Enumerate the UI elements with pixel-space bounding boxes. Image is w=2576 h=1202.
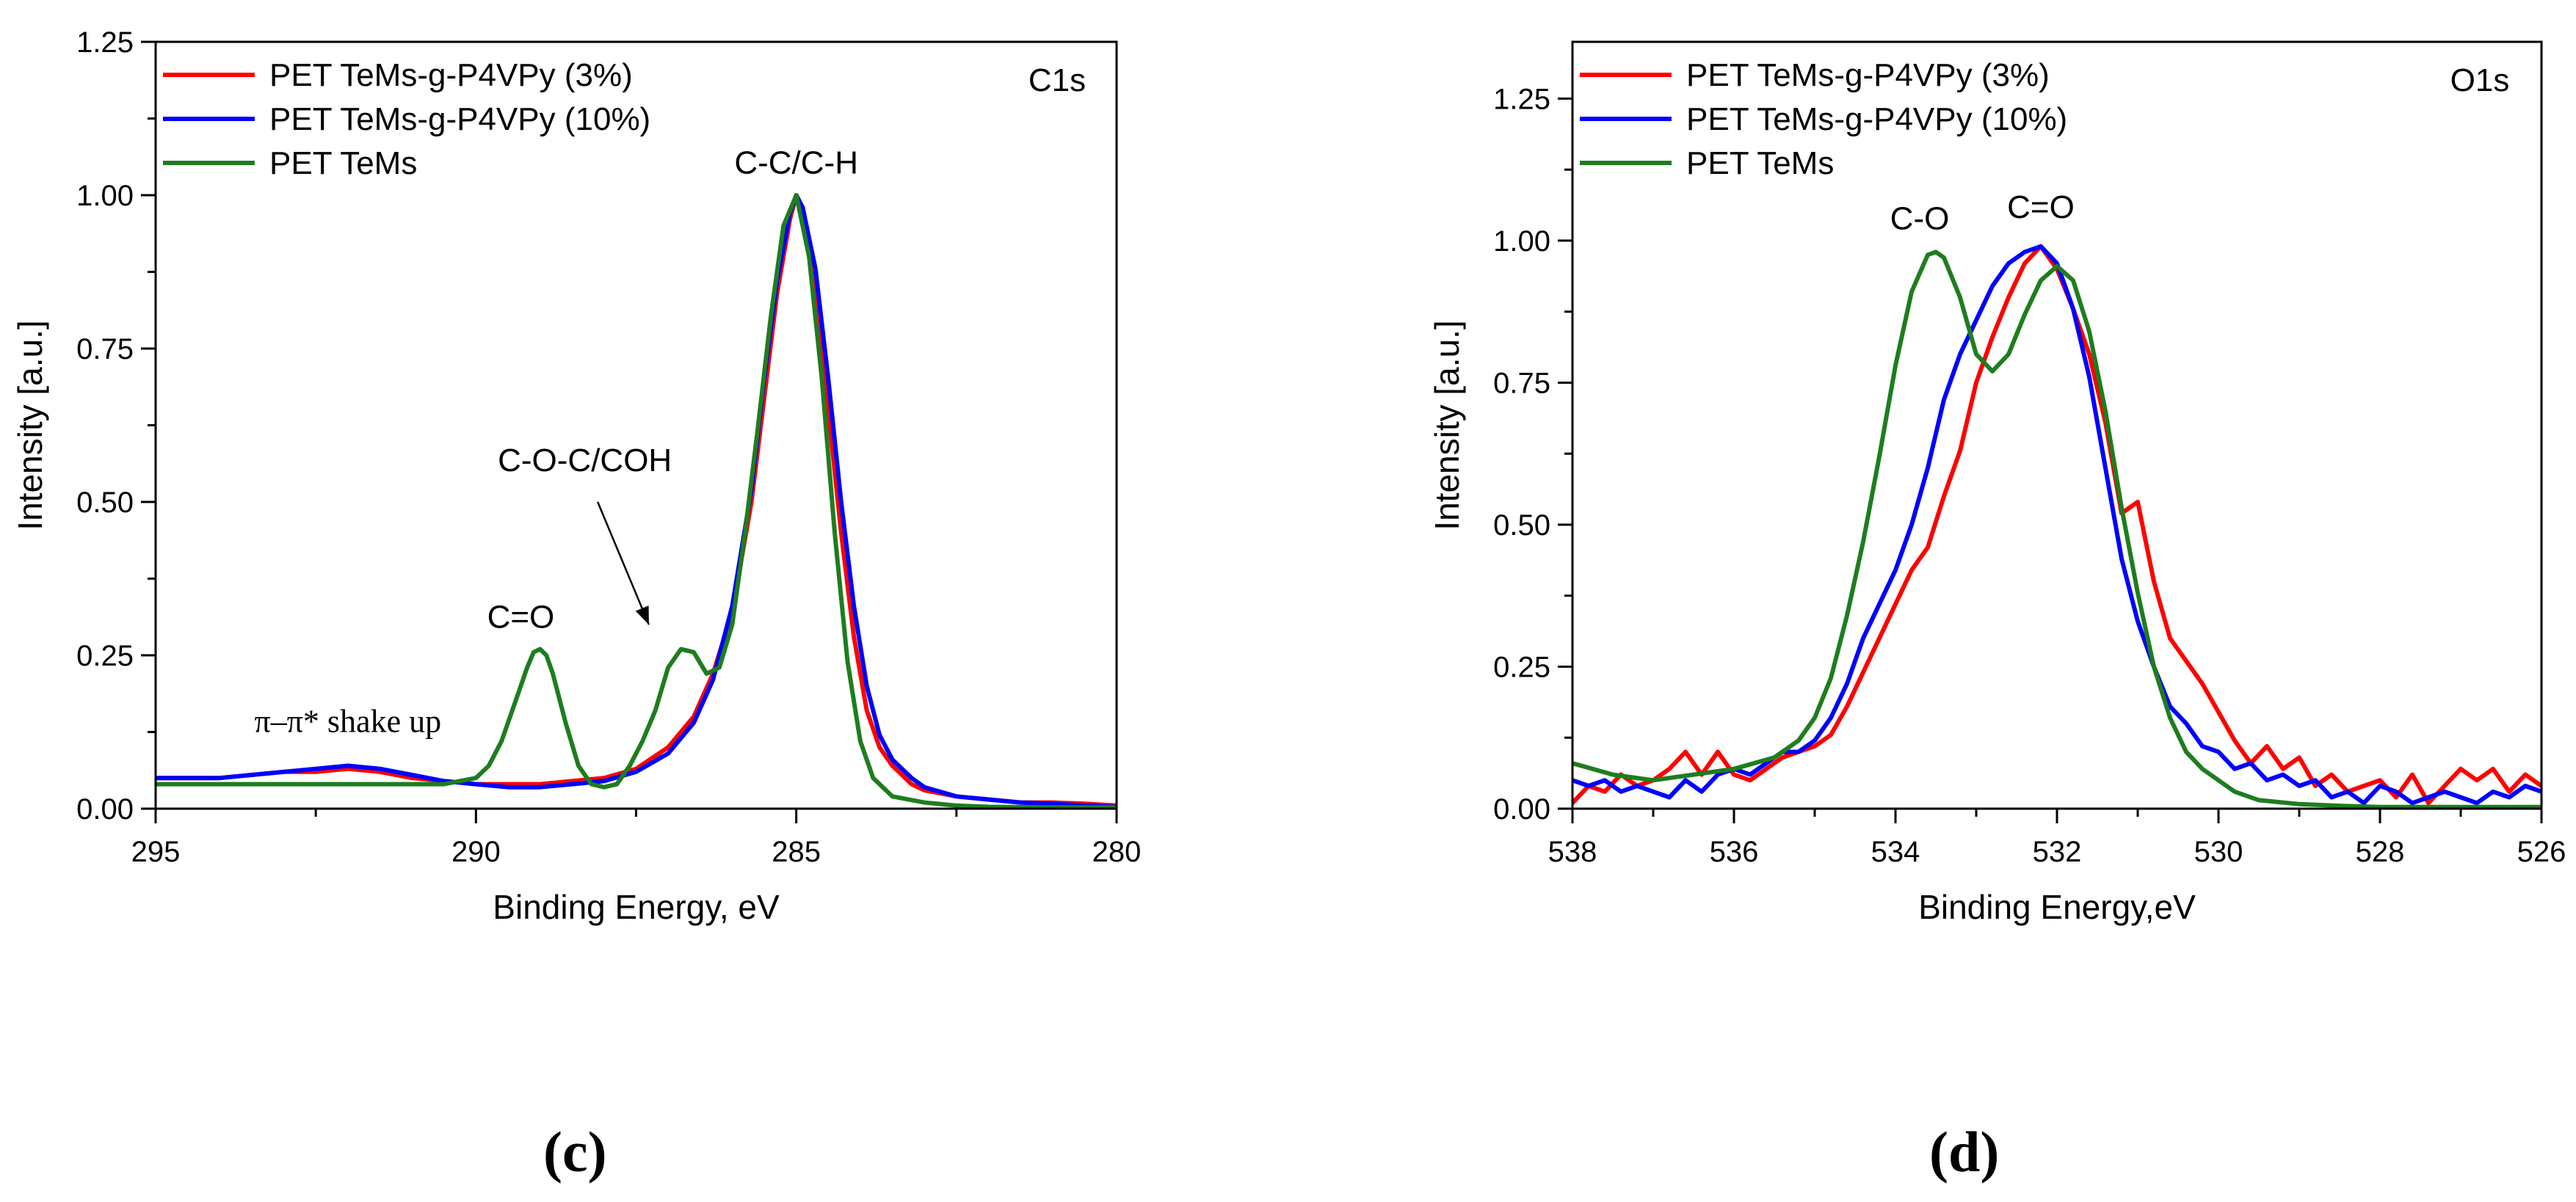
legend-label-3: PET TeMs (269, 145, 417, 181)
x-tick-label: 532 (2033, 836, 2082, 868)
x-tick-label: 530 (2194, 836, 2243, 868)
x-axis-label: Binding Energy,eV (1918, 888, 2196, 926)
peak-annotation-2: C=O (2007, 189, 2075, 225)
legend: PET TeMs-g-P4VPy (3%) PET TeMs-g-P4VPy (1… (163, 57, 650, 181)
y-axis-label: Intensity [a.u.] (11, 320, 49, 530)
series-group (1572, 244, 2541, 809)
y-tick-label: 0.00 (76, 793, 134, 826)
legend-label-2: PET TeMs-g-P4VPy (10%) (1686, 101, 2067, 137)
y-tick-label: 1.00 (76, 180, 134, 212)
y-tick-label: 0.50 (76, 487, 134, 519)
y-tick-label: 0.75 (76, 333, 134, 365)
x-tick-label: 290 (451, 836, 501, 868)
x-tick-label: 285 (772, 836, 821, 868)
legend-label-3: PET TeMs (1686, 145, 1834, 181)
legend: PET TeMs-g-P4VPy (3%) PET TeMs-g-P4VPy (1… (1580, 57, 2067, 181)
x-tick-label: 534 (1871, 836, 1920, 868)
series-line-2 (1572, 244, 2541, 806)
x-tick-label: 295 (131, 836, 181, 868)
peak-annotation-1: C-O (1890, 200, 1950, 236)
series-line-3 (1572, 249, 2541, 809)
series-line-3 (156, 193, 1117, 809)
y-tick-label: 0.00 (1493, 793, 1550, 826)
peak-annotation-1: C-C/C-H (734, 145, 858, 181)
y-tick-label: 1.00 (1493, 225, 1550, 258)
spectrum-title: O1s (2450, 62, 2510, 98)
y-tick-label: 0.25 (76, 640, 134, 672)
y-tick-label: 1.25 (76, 26, 134, 59)
peak-annotation-3: C=O (487, 599, 555, 635)
chart-o1s: 538 536 534 532 530 528 526 0.00 0.25 0.50 0.75 1.0… (1428, 40, 2566, 926)
chart-c1s: 295 290 285 280 0.00 0.25 0.50 0.75 1.00 1.25 Bind… (11, 26, 1141, 926)
y-tick-label: 0.75 (1493, 367, 1550, 399)
y-tick-label: 0.25 (1493, 651, 1550, 683)
x-axis-label: Binding Energy, eV (493, 888, 780, 926)
legend-label-1: PET TeMs-g-P4VPy (3%) (1686, 57, 2050, 93)
annotation-arrow-line (596, 501, 650, 625)
annotation-arrow-head (635, 605, 649, 625)
legend-label-1: PET TeMs-g-P4VPy (3%) (269, 57, 633, 93)
x-tick-label: 280 (1092, 836, 1142, 868)
series-line-1 (1572, 244, 2541, 806)
y-tick-label: 1.25 (1493, 83, 1550, 115)
x-tick-label: 536 (1710, 836, 1759, 868)
x-tick-label: 538 (1548, 836, 1597, 868)
legend-label-2: PET TeMs-g-P4VPy (10%) (269, 101, 650, 137)
panel-label-d: (d) (1929, 1120, 2000, 1184)
spectrum-title: C1s (1028, 62, 1086, 98)
x-tick-label: 526 (2517, 836, 2566, 868)
peak-annotation-2: C-O-C/COH (498, 442, 672, 478)
y-axis-label: Intensity [a.u.] (1428, 320, 1466, 530)
panel-label-c: (c) (543, 1120, 607, 1184)
peak-annotation-4: π–π* shake up (254, 704, 441, 740)
y-tick-label: 0.50 (1493, 509, 1550, 542)
x-tick-label: 528 (2356, 836, 2405, 868)
series-group (156, 193, 1117, 809)
